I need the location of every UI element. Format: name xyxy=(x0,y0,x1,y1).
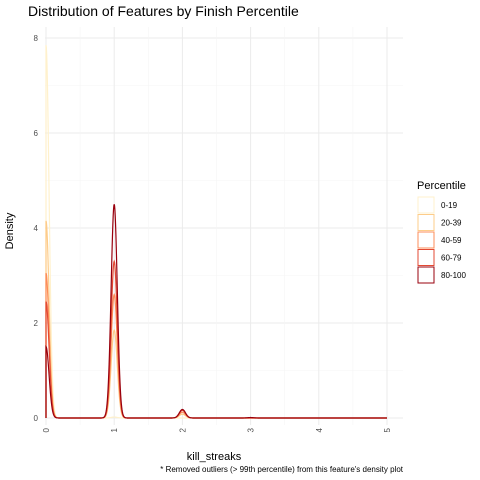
y-axis-title: Density xyxy=(4,212,16,249)
chart-caption: * Removed outliers (> 99th percentile) f… xyxy=(160,465,404,474)
x-axis-title: kill_streaks xyxy=(187,451,242,463)
y-tick-label: 6 xyxy=(34,129,39,138)
legend-label-80-100: 80-100 xyxy=(441,271,466,280)
legend-label-0-19: 0-19 xyxy=(441,201,458,210)
x-tick-label: 2 xyxy=(178,427,187,432)
legend-items: 0-19 20-39 40-59 60-79 80-100 xyxy=(417,196,466,284)
x-tick-label: 3 xyxy=(247,427,256,432)
y-tick-label: 4 xyxy=(34,224,39,233)
x-axis-ticks: 0 1 2 3 4 5 xyxy=(42,427,392,432)
density-curve-80-100 xyxy=(45,204,387,419)
legend-key-80-100 xyxy=(417,266,435,284)
legend-label-40-59: 40-59 xyxy=(441,236,462,245)
legend-key-0-19 xyxy=(417,196,435,214)
legend-title: Percentile xyxy=(417,180,466,192)
plot-grid xyxy=(45,27,403,425)
x-tick-label: 1 xyxy=(110,427,119,432)
legend-label-60-79: 60-79 xyxy=(441,254,462,263)
legend-key-20-39 xyxy=(417,214,435,231)
x-tick-label: 0 xyxy=(42,427,51,432)
density-curves xyxy=(45,45,387,419)
y-tick-label: 2 xyxy=(34,319,39,328)
chart-title: Distribution of Features by Finish Perce… xyxy=(28,3,299,19)
y-axis-ticks: 0 2 4 6 8 xyxy=(34,34,39,423)
x-tick-label: 5 xyxy=(383,427,392,432)
y-tick-label: 0 xyxy=(34,414,39,423)
y-tick-label: 8 xyxy=(34,34,39,43)
legend-key-60-79 xyxy=(417,249,435,266)
legend: Percentile 0-19 20-39 40-59 60-79 80-100 xyxy=(417,180,466,284)
legend-key-40-59 xyxy=(417,231,435,249)
legend-label-20-39: 20-39 xyxy=(441,219,462,228)
x-tick-label: 4 xyxy=(315,427,324,432)
